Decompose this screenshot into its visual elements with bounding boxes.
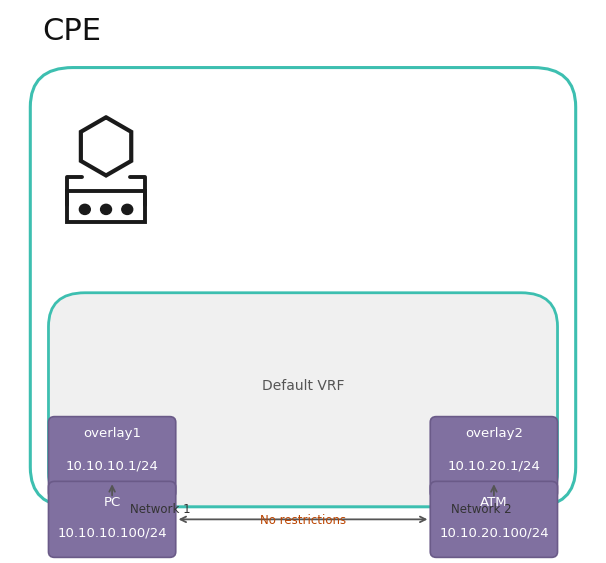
Text: Network 1: Network 1 xyxy=(130,503,191,516)
Text: No restrictions: No restrictions xyxy=(260,514,346,528)
FancyBboxPatch shape xyxy=(30,68,576,507)
Text: Network 2: Network 2 xyxy=(451,503,512,516)
Text: 10.10.20.100/24: 10.10.20.100/24 xyxy=(439,526,548,540)
Text: Default VRF: Default VRF xyxy=(262,379,344,392)
Text: ATM: ATM xyxy=(480,495,508,509)
Text: overlay2: overlay2 xyxy=(465,427,523,440)
Text: CPE: CPE xyxy=(42,17,101,46)
Text: 10.10.10.100/24: 10.10.10.100/24 xyxy=(58,526,167,540)
Circle shape xyxy=(122,204,133,215)
Polygon shape xyxy=(81,117,132,176)
FancyBboxPatch shape xyxy=(48,481,176,557)
Text: 10.10.20.1/24: 10.10.20.1/24 xyxy=(447,459,541,472)
FancyBboxPatch shape xyxy=(48,293,558,507)
Text: overlay1: overlay1 xyxy=(83,427,141,440)
FancyBboxPatch shape xyxy=(430,417,558,498)
FancyBboxPatch shape xyxy=(67,191,145,222)
FancyBboxPatch shape xyxy=(48,417,176,498)
Text: 10.10.10.1/24: 10.10.10.1/24 xyxy=(65,459,159,472)
FancyBboxPatch shape xyxy=(430,481,558,557)
Circle shape xyxy=(79,204,90,215)
Text: PC: PC xyxy=(104,495,121,509)
Circle shape xyxy=(101,204,112,215)
